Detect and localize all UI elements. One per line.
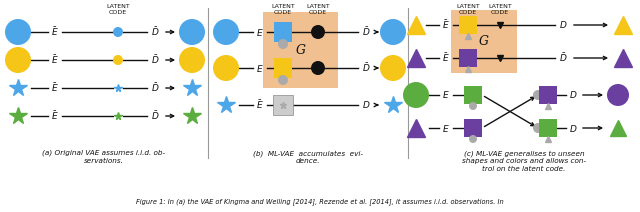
Text: LATENT
CODE: LATENT CODE (106, 4, 130, 15)
Text: $\bar{E}$: $\bar{E}$ (51, 26, 59, 38)
Text: $E$: $E$ (442, 89, 450, 100)
Circle shape (469, 102, 477, 110)
Text: $D$: $D$ (569, 123, 577, 134)
Text: LATENT
CODE: LATENT CODE (456, 4, 480, 15)
Circle shape (213, 19, 239, 45)
Text: $\bar{E}$: $\bar{E}$ (51, 82, 59, 94)
Text: (c) ML-VAE generalises to unseen
shapes and colors and allows con-
trol on the l: (c) ML-VAE generalises to unseen shapes … (462, 150, 586, 172)
Circle shape (113, 27, 123, 37)
Text: $D$: $D$ (559, 20, 567, 31)
Text: LATENT
CODE: LATENT CODE (306, 4, 330, 15)
Text: $\bar{E}$: $\bar{E}$ (51, 110, 59, 123)
Circle shape (5, 47, 31, 73)
Text: LATENT
CODE: LATENT CODE (271, 4, 295, 15)
Text: $\bar{D}$: $\bar{D}$ (151, 54, 159, 66)
Bar (274, 22, 292, 42)
Text: $\bar{D}$: $\bar{D}$ (362, 26, 371, 38)
Circle shape (213, 55, 239, 81)
Text: $D$: $D$ (362, 99, 371, 110)
Bar (273, 95, 293, 115)
Circle shape (311, 25, 325, 39)
Circle shape (179, 47, 205, 73)
Text: $\bar{E}$: $\bar{E}$ (51, 54, 59, 66)
Text: $\bar{E}$: $\bar{E}$ (256, 99, 264, 112)
Text: $\bar{D}$: $\bar{D}$ (151, 26, 159, 38)
Text: $\bar{D}$: $\bar{D}$ (151, 82, 159, 94)
Bar (459, 49, 477, 67)
Text: $E$: $E$ (256, 26, 264, 38)
Text: $E$: $E$ (442, 123, 450, 134)
Bar (263, 12, 338, 88)
Bar (459, 16, 477, 34)
Circle shape (278, 39, 288, 49)
Text: (b)  ML-VAE  accumulates  evi-
dence.: (b) ML-VAE accumulates evi- dence. (253, 150, 363, 164)
Circle shape (311, 61, 325, 75)
Circle shape (533, 123, 543, 133)
Text: G: G (296, 43, 305, 57)
Circle shape (278, 75, 288, 85)
Bar (451, 10, 517, 73)
Bar (274, 58, 292, 78)
Circle shape (179, 19, 205, 45)
Bar (539, 86, 557, 104)
Text: $E$: $E$ (256, 63, 264, 74)
Circle shape (380, 55, 406, 81)
Text: $\bar{D}$: $\bar{D}$ (362, 61, 371, 74)
Circle shape (469, 135, 477, 143)
Text: Figure 1: In (a) the VAE of Kingma and Welling [2014], Rezende et al. [2014], it: Figure 1: In (a) the VAE of Kingma and W… (136, 198, 504, 205)
Circle shape (380, 19, 406, 45)
Circle shape (533, 90, 543, 100)
Circle shape (5, 19, 31, 45)
Circle shape (403, 82, 429, 108)
Text: $D$: $D$ (569, 89, 577, 100)
Bar (464, 86, 482, 104)
Text: LATENT
CODE: LATENT CODE (488, 4, 512, 15)
Text: G: G (479, 35, 489, 48)
Text: $\bar{D}$: $\bar{D}$ (559, 52, 567, 64)
Text: $\bar{E}$: $\bar{E}$ (442, 19, 450, 31)
Bar (539, 119, 557, 137)
Text: $\bar{E}$: $\bar{E}$ (442, 52, 450, 64)
Text: $\bar{D}$: $\bar{D}$ (151, 110, 159, 123)
Bar (464, 119, 482, 137)
Text: (a) Original VAE assumes i.i.d. ob-
servations.: (a) Original VAE assumes i.i.d. ob- serv… (42, 150, 166, 164)
Circle shape (607, 84, 629, 106)
Circle shape (113, 55, 123, 65)
